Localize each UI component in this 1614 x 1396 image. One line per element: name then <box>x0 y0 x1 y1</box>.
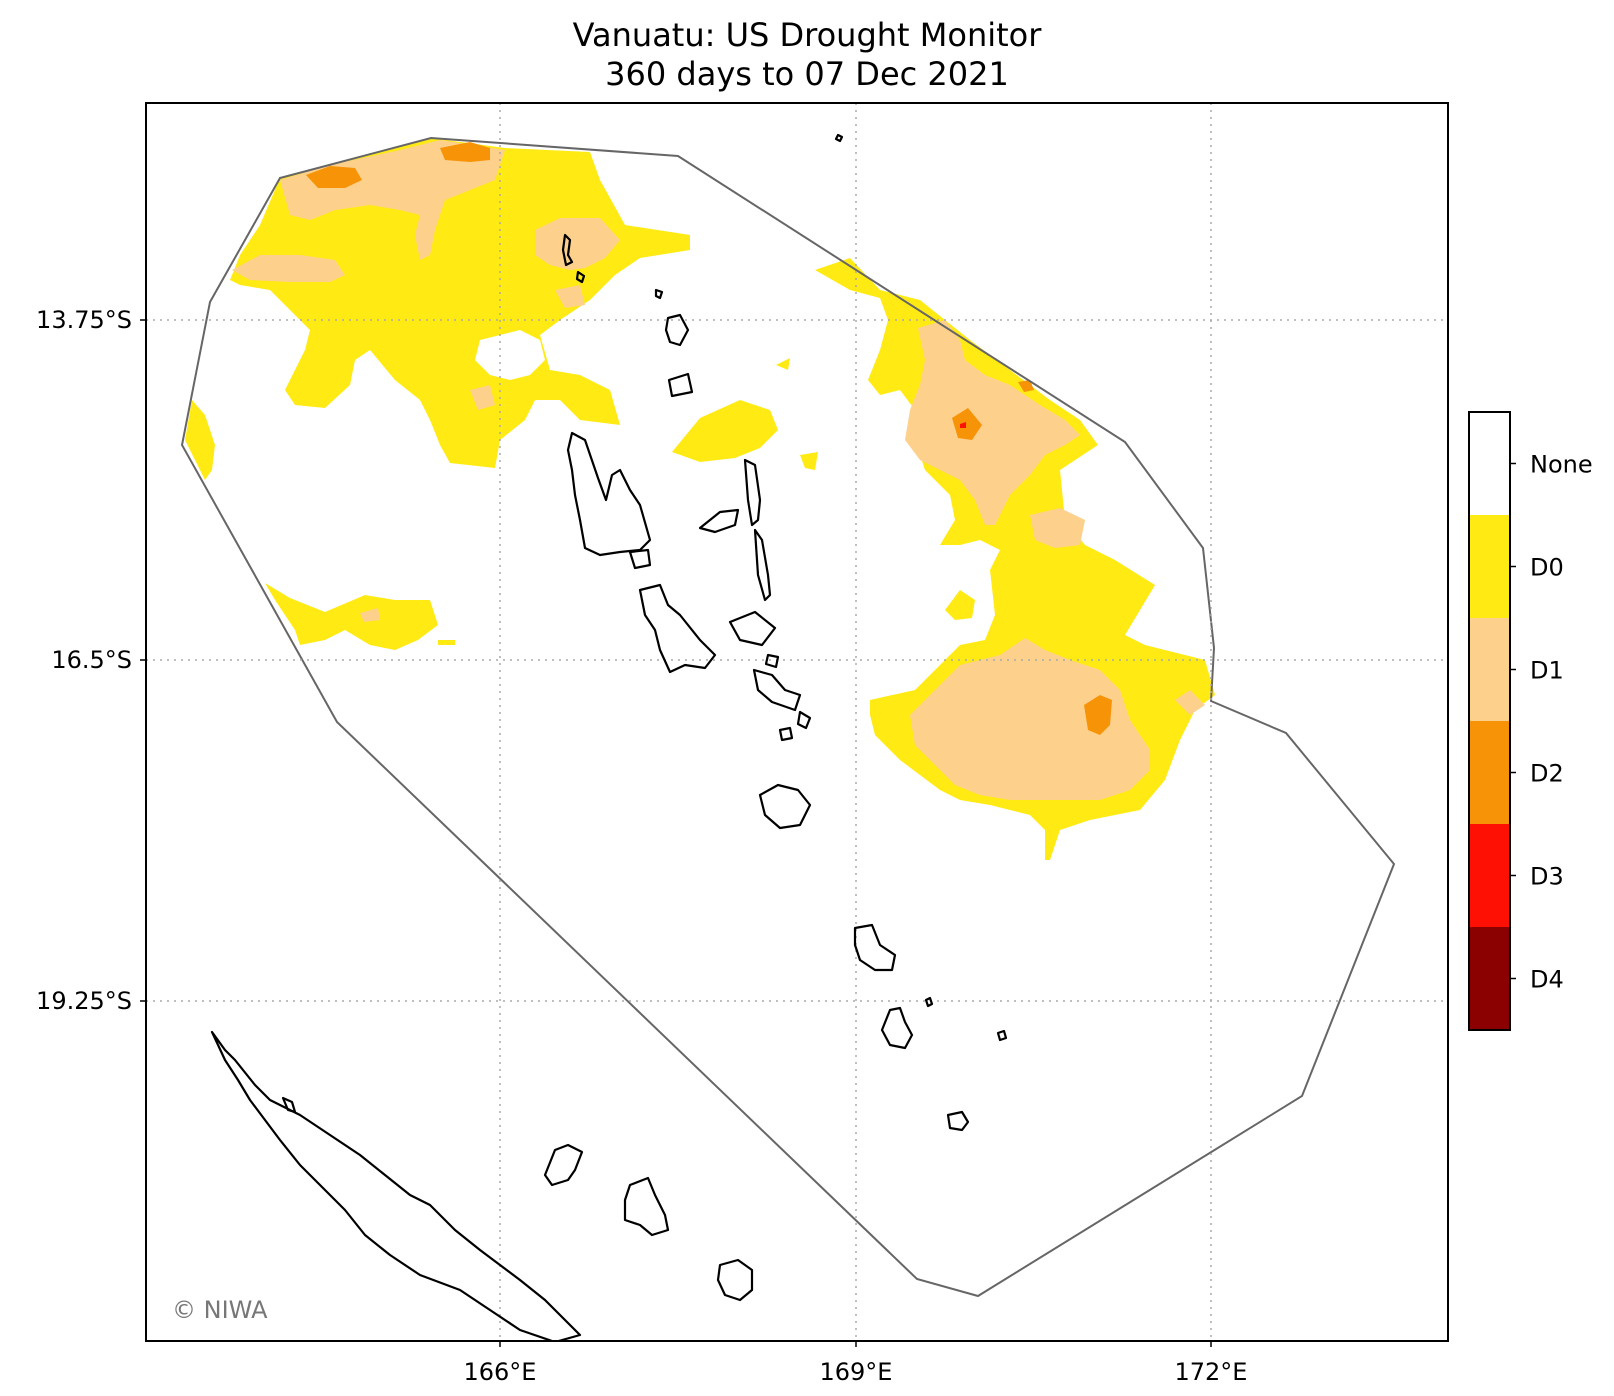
island-efate <box>758 783 812 830</box>
gridlines <box>146 103 1448 1341</box>
d2-region-4 <box>1018 380 1034 392</box>
island-futuna <box>996 1029 1008 1042</box>
island-epi <box>752 668 802 712</box>
lat-tick-label: 13.75°S <box>36 306 132 334</box>
map-layers <box>146 103 1448 1341</box>
map-title: Vanuatu: US Drought Monitor <box>572 16 1042 54</box>
legend-label-none: None <box>1530 451 1593 479</box>
island-aniwa <box>924 996 934 1008</box>
island-emae <box>778 726 794 742</box>
legend-label-d3: D3 <box>1530 863 1564 891</box>
island-malo <box>628 548 652 570</box>
lon-tick-label: 172°E <box>1175 1358 1248 1386</box>
island-loyalty-mare <box>716 1258 754 1302</box>
d1-region-east-mid <box>1030 508 1085 548</box>
d1-region-east-speck <box>1175 690 1205 715</box>
d1-region-speck-west <box>470 385 495 410</box>
d0-region-west-edge <box>185 400 215 480</box>
lon-tick-label: 169°E <box>820 1358 893 1386</box>
island-paama <box>764 653 780 669</box>
d0-speck-1 <box>776 358 790 370</box>
island-malekula <box>638 583 717 674</box>
island-ambrym <box>728 610 777 647</box>
legend-label-d1: D1 <box>1530 657 1564 685</box>
island-tanna <box>880 1006 914 1050</box>
d1-region-central-north-small <box>555 285 585 308</box>
legend-swatch-d0 <box>1469 515 1510 618</box>
d1-region-speck-sw <box>360 608 380 622</box>
island-banks-2 <box>667 372 694 398</box>
legend-label-d4: D4 <box>1530 966 1564 994</box>
legend-swatch-none <box>1469 412 1510 515</box>
legend-label-d0: D0 <box>1530 554 1564 582</box>
legend-swatch-d2 <box>1469 721 1510 824</box>
d2-regions <box>306 142 1112 735</box>
island-loyalty-ouvea <box>543 1143 584 1187</box>
island-torres-2 <box>575 270 586 284</box>
niwa-credit: © NIWA <box>172 1296 268 1324</box>
coastlines <box>210 133 1008 1341</box>
d2-region-3 <box>952 408 982 440</box>
legend-swatch-d4 <box>1469 927 1510 1030</box>
d1-region-east-north <box>905 320 1080 525</box>
d2-region-5 <box>1084 695 1112 735</box>
legend-border <box>1468 411 1511 1031</box>
lat-tick-labels: 13.75°S 16.5°S 19.25°S <box>36 306 146 1015</box>
map-subtitle: 360 days to 07 Dec 2021 <box>605 55 1009 93</box>
d0-speck-2 <box>800 452 818 470</box>
legend-swatch-d3 <box>1469 824 1510 927</box>
island-torres-1 <box>561 233 574 267</box>
eez-boundary-line <box>180 136 1396 1298</box>
island-banks-1 <box>664 313 690 347</box>
island-ambae <box>698 508 740 534</box>
map-frame <box>145 102 1449 1342</box>
island-espiritu-santo <box>566 431 652 557</box>
lon-tick-label: 166°E <box>464 1358 537 1386</box>
d0-region-southwest <box>265 583 438 650</box>
island-erromango <box>853 923 897 972</box>
lon-tick-labels: 166°E 169°E 172°E <box>464 1341 1248 1386</box>
d1-region-northwest-band <box>232 255 345 282</box>
d1-region-east-south <box>910 638 1150 800</box>
island-hunter <box>834 133 844 143</box>
island-loyalty-lifou <box>623 1176 670 1237</box>
island-belep <box>281 1096 297 1114</box>
d0-hole-cutout <box>475 330 545 380</box>
legend-label-d2: D2 <box>1530 760 1564 788</box>
island-new-caledonia <box>210 1030 582 1341</box>
legend-swatch-d1 <box>1469 618 1510 721</box>
d3-region <box>960 422 966 428</box>
drought-legend: None D0 D1 D2 D3 D4 <box>1468 411 1593 1031</box>
d0-speck-3 <box>438 640 455 645</box>
d2-region-1 <box>306 166 362 188</box>
d1-region-central-north <box>535 218 620 270</box>
island-pentecost <box>753 528 772 602</box>
island-tongoa <box>796 710 812 730</box>
d2-region-2 <box>440 142 490 162</box>
d0-speck-4 <box>945 590 975 620</box>
lat-tick-label: 16.5°S <box>51 646 132 674</box>
lat-tick-label: 19.25°S <box>36 987 132 1015</box>
island-banks-3 <box>654 288 664 300</box>
island-aneityum <box>946 1110 970 1132</box>
island-maewo <box>743 458 762 527</box>
d0-region-central <box>672 400 778 462</box>
